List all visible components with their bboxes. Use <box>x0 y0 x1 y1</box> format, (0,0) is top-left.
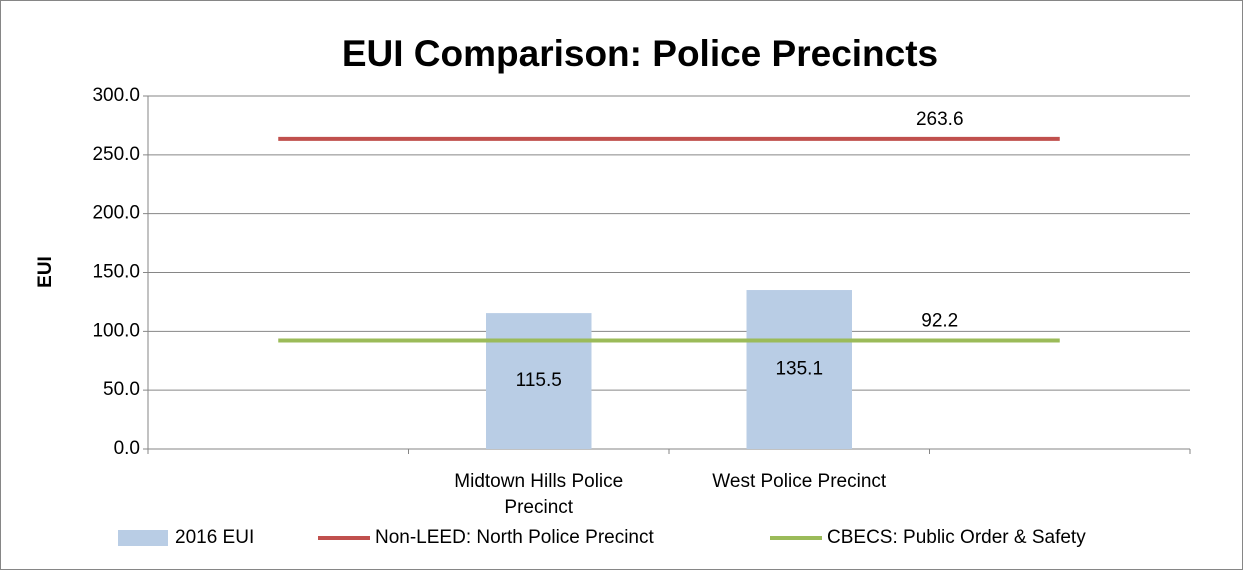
y-axis-label: EUI <box>35 256 56 288</box>
legend-label: Non-LEED: North Police Precinct <box>375 527 654 548</box>
y-tick-label: 200.0 <box>92 203 140 224</box>
data-label: 135.1 <box>775 359 823 380</box>
data-label: 263.6 <box>916 109 964 130</box>
bar <box>746 290 853 449</box>
y-tick-label: 0.0 <box>114 438 140 459</box>
y-tick-label: 250.0 <box>92 144 140 165</box>
y-tick-label: 150.0 <box>92 262 140 283</box>
legend-swatch <box>118 530 168 546</box>
legend-label: CBECS: Public Order & Safety <box>827 527 1086 548</box>
legend-label: 2016 EUI <box>175 527 254 548</box>
x-tick-label: Midtown Hills Police Precinct <box>454 471 624 518</box>
data-label: 92.2 <box>921 311 958 332</box>
y-tick-label: 50.0 <box>103 379 140 400</box>
bar <box>485 313 592 449</box>
x-tick-label: West Police Precinct <box>712 471 887 492</box>
chart-title: EUI Comparison: Police Precincts <box>342 33 938 74</box>
data-label: 115.5 <box>516 370 562 391</box>
y-tick-label: 300.0 <box>92 85 140 106</box>
y-tick-label: 100.0 <box>92 320 140 341</box>
